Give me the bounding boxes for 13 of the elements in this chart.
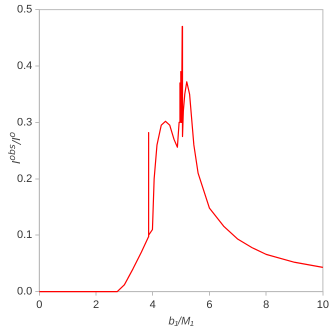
y-tick-label: 0.3 (16, 116, 32, 128)
x-tick-label: 8 (263, 299, 270, 312)
x-tick-label: 2 (92, 299, 100, 312)
x-tick-label: 0 (36, 299, 42, 312)
y-tick-label: 0.1 (16, 229, 32, 242)
x-tick-label: 6 (206, 299, 213, 312)
y-tick-label: 0.2 (16, 172, 32, 185)
y-tick-label: 0.5 (16, 4, 32, 16)
x-axis-title: b₁/M₁ (168, 315, 194, 328)
x-tick-label: 10 (316, 299, 330, 312)
x-tick-label: 4 (150, 299, 156, 312)
y-tick-label: 0.4 (16, 60, 32, 72)
y-tick-label: 0.0 (16, 286, 32, 298)
